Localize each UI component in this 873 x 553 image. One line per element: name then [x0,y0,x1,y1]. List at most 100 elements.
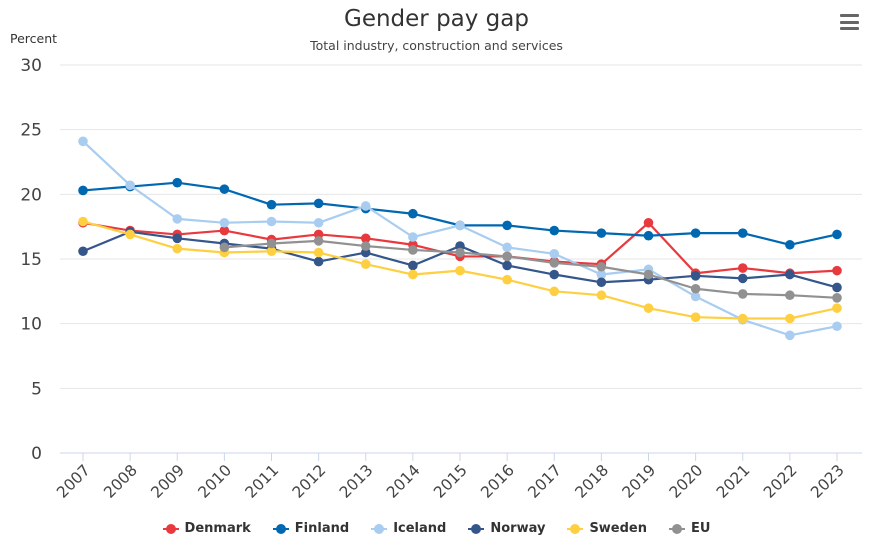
data-point-sweden-2018 [596,290,607,301]
series-line-finland [82,181,838,246]
data-point-iceland-2016 [502,242,512,253]
data-point-finland-2011 [266,199,277,210]
data-point-eu-2018 [596,261,607,272]
data-point-eu-2019 [643,269,654,280]
data-point-finland-2009 [172,177,183,188]
data-point-finland-2007 [78,185,88,196]
data-point-sweden-2019 [643,303,654,313]
data-point-eu-2014 [408,245,418,255]
data-point-iceland-2013 [360,201,371,211]
legend-marker-icon [162,523,179,534]
data-point-norway-2021 [737,273,748,284]
legend-label: Norway [490,521,546,536]
data-point-iceland-2014 [408,232,418,242]
legend-item-iceland[interactable]: Iceland [371,521,446,536]
data-point-eu-2010 [219,242,230,253]
y-tick-label: 5 [31,379,42,399]
data-point-norway-2014 [408,260,418,271]
legend-marker-icon [567,523,584,534]
x-tick-label: 2007 [53,461,94,502]
data-point-eu-2015 [455,247,465,258]
x-tick-label: 2012 [289,461,330,502]
data-point-norway-2017 [549,269,560,280]
hamburger-menu-icon[interactable] [840,14,859,30]
data-point-finland-2010 [219,184,230,194]
data-point-eu-2011 [266,238,277,249]
series-line-iceland [82,140,838,337]
data-point-sweden-2021 [737,313,748,324]
x-tick-label: 2010 [195,461,236,502]
legend-item-eu[interactable]: EU [669,521,710,536]
data-point-norway-2023 [832,282,842,293]
data-point-norway-2016 [502,260,512,271]
data-point-norway-2022 [785,269,795,280]
data-point-sweden-2022 [785,313,795,324]
legend-item-sweden[interactable]: Sweden [567,521,647,536]
data-point-iceland-2020 [690,291,701,302]
data-point-sweden-2007 [78,216,88,227]
data-point-sweden-2012 [313,247,324,258]
x-tick-label: 2022 [760,461,801,502]
y-tick-label: 25 [20,121,42,141]
data-point-eu-2017 [549,258,560,268]
legend-item-denmark[interactable]: Denmark [162,521,251,536]
data-point-finland-2022 [785,239,795,250]
data-point-sweden-2023 [832,303,842,313]
x-tick-label: 2013 [336,461,377,502]
legend-label: Iceland [393,521,447,536]
y-tick-label: 30 [20,56,42,76]
data-point-norway-2009 [172,233,183,244]
data-point-iceland-2010 [219,217,230,228]
data-point-sweden-2020 [690,312,701,323]
data-point-denmark-2013 [360,233,371,244]
legend-marker-icon [371,523,388,534]
data-point-norway-2018 [596,277,607,288]
data-point-iceland-2017 [549,249,560,259]
data-point-sweden-2015 [455,265,465,276]
y-axis-label: Percent [10,31,58,46]
y-tick-label: 0 [31,444,42,464]
data-point-norway-2020 [690,271,701,281]
data-point-denmark-2010 [219,225,230,236]
y-tick-label: 15 [20,250,42,270]
x-tick-label: 2016 [477,461,518,502]
data-point-iceland-2009 [172,214,183,224]
data-point-iceland-2011 [266,216,277,227]
data-point-finland-2023 [832,229,842,240]
data-point-finland-2016 [502,220,512,231]
x-tick-label: 2023 [807,461,848,502]
data-point-iceland-2015 [455,220,465,231]
data-point-iceland-2023 [832,321,842,332]
data-point-sweden-2013 [360,259,371,269]
data-point-eu-2020 [690,283,701,294]
data-point-iceland-2012 [313,217,324,228]
x-tick-label: 2018 [572,461,613,502]
legend: Denmark Finland Iceland Norway Sweden EU [0,521,873,536]
x-tick-label: 2014 [383,461,424,502]
data-point-iceland-2008 [125,180,135,191]
chart-title: Gender pay gap [344,6,529,32]
data-point-sweden-2014 [408,269,418,280]
data-point-eu-2021 [737,289,748,299]
x-tick-label: 2011 [242,461,283,502]
data-point-finland-2018 [596,228,607,238]
data-point-sweden-2011 [266,246,277,257]
data-point-sweden-2009 [172,243,183,254]
chart-subtitle: Total industry, construction and service… [310,38,563,53]
x-tick-label: 2008 [100,461,141,502]
data-point-sweden-2017 [549,286,560,297]
legend-label: Denmark [184,521,251,536]
y-tick-label: 20 [20,185,42,205]
data-point-iceland-2007 [78,136,88,147]
legend-item-finland[interactable]: Finland [272,521,349,536]
data-point-finland-2021 [737,228,748,238]
data-point-finland-2017 [549,225,560,236]
x-tick-label: 2015 [430,461,471,502]
legend-item-norway[interactable]: Norway [468,521,545,536]
data-point-norway-2012 [313,256,324,267]
series-line-eu [224,239,838,299]
data-point-eu-2012 [313,236,324,246]
data-point-finland-2014 [408,208,418,219]
